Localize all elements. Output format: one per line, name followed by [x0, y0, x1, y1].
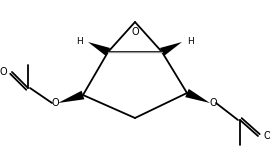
Text: H: H	[76, 36, 83, 46]
Polygon shape	[160, 42, 182, 56]
Text: O: O	[263, 131, 270, 141]
Text: O: O	[131, 27, 139, 37]
Polygon shape	[58, 91, 84, 103]
Polygon shape	[88, 42, 110, 56]
Polygon shape	[185, 89, 210, 103]
Text: O: O	[209, 98, 217, 108]
Text: O: O	[0, 67, 7, 77]
Text: O: O	[51, 98, 59, 108]
Text: H: H	[187, 36, 194, 46]
